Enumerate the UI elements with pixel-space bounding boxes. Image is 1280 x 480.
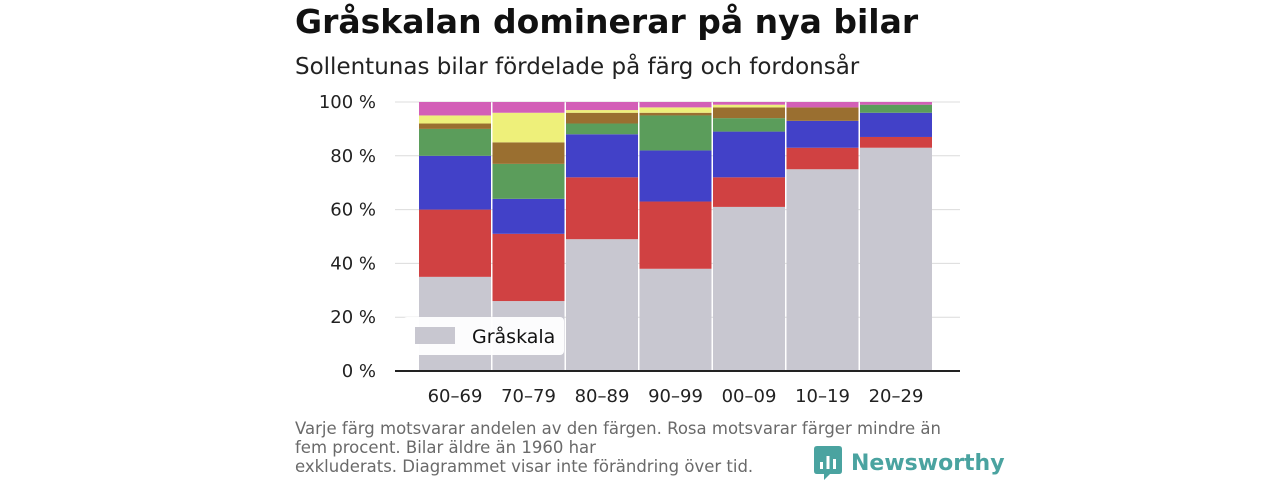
y-tick-label: 0 % — [342, 361, 376, 382]
bar-segment — [566, 177, 638, 240]
newsworthy-logo-icon — [814, 446, 842, 480]
bar-segment — [713, 131, 785, 178]
x-tick-label: 60–69 — [428, 386, 483, 407]
bar-segment — [860, 112, 932, 137]
bar-segment — [713, 107, 785, 119]
bar-segment — [713, 102, 785, 105]
bar-segment — [492, 198, 565, 234]
legend-label: Gråskala — [472, 325, 555, 348]
bar-segment — [492, 112, 565, 143]
bar-segment — [786, 147, 859, 170]
y-axis: 0 % 20 % 40 % 60 % 80 % 100 % — [319, 92, 376, 382]
bar-segment — [492, 102, 565, 113]
bar-segment — [639, 112, 712, 116]
bar-segment — [713, 104, 785, 108]
legend: Gråskala — [403, 317, 564, 355]
bar-segment — [639, 150, 712, 202]
bar-segment — [492, 233, 565, 302]
x-axis: 60–69 70–79 80–89 90–99 00–09 10–19 20–29 — [395, 370, 960, 407]
bar-segment — [860, 104, 932, 113]
bar-segment — [492, 142, 565, 164]
bar-segment — [492, 163, 565, 199]
bar-segment — [713, 177, 785, 207]
chart-title: Gråskalan dominerar på nya bilar — [295, 2, 919, 41]
footnote: Varje färg motsvarar andelen av den färg… — [295, 419, 941, 476]
x-tick-label: 90–99 — [648, 386, 703, 407]
brand-name: Newsworthy — [851, 450, 1005, 476]
bar-segment — [566, 110, 638, 113]
bar-segment — [566, 112, 638, 124]
bar-segment — [419, 155, 491, 210]
y-tick-label: 20 % — [330, 307, 376, 328]
bar-segment — [566, 123, 638, 135]
bar-segment — [419, 115, 491, 124]
bar-segment — [860, 136, 932, 148]
x-tick-label: 20–29 — [869, 386, 924, 407]
bar-segment — [639, 115, 712, 151]
x-tick-label: 00–09 — [722, 386, 777, 407]
bar-segment — [639, 201, 712, 269]
y-tick-label: 100 % — [319, 92, 376, 113]
bar-segment — [566, 134, 638, 178]
newsworthy-brand: Newsworthy — [814, 446, 1005, 480]
bar-segment — [860, 102, 932, 105]
x-tick-label: 10–19 — [795, 386, 850, 407]
y-tick-label: 40 % — [330, 253, 376, 274]
bar-segment — [639, 102, 712, 108]
bar-segment — [786, 120, 859, 148]
bar-segment — [566, 239, 638, 371]
bar-segment — [786, 107, 859, 121]
y-tick-label: 60 % — [330, 200, 376, 221]
bar-segment — [713, 118, 785, 132]
bar-segment — [566, 102, 638, 111]
legend-swatch — [415, 327, 455, 344]
bar-segment — [419, 209, 491, 277]
bar-segment — [639, 107, 712, 113]
x-tick-label: 80–89 — [575, 386, 630, 407]
bar-segment — [639, 268, 712, 371]
bar-segment — [419, 102, 491, 116]
stacked-bar-chart: 0 % 20 % 40 % 60 % 80 % 100 % 60–69 70–79 80–89… — [319, 92, 960, 407]
legend-box — [403, 317, 564, 355]
bar-segment — [419, 123, 491, 129]
chart-subtitle: Sollentunas bilar fördelade på färg och … — [295, 54, 860, 80]
bar-segment — [713, 206, 785, 371]
x-tick-label: 70–79 — [501, 386, 556, 407]
y-tick-label: 80 % — [330, 146, 376, 167]
bar-segment — [786, 169, 859, 371]
bar-segment — [786, 102, 859, 108]
bar-segment — [419, 128, 491, 156]
bar-segment — [860, 147, 932, 371]
